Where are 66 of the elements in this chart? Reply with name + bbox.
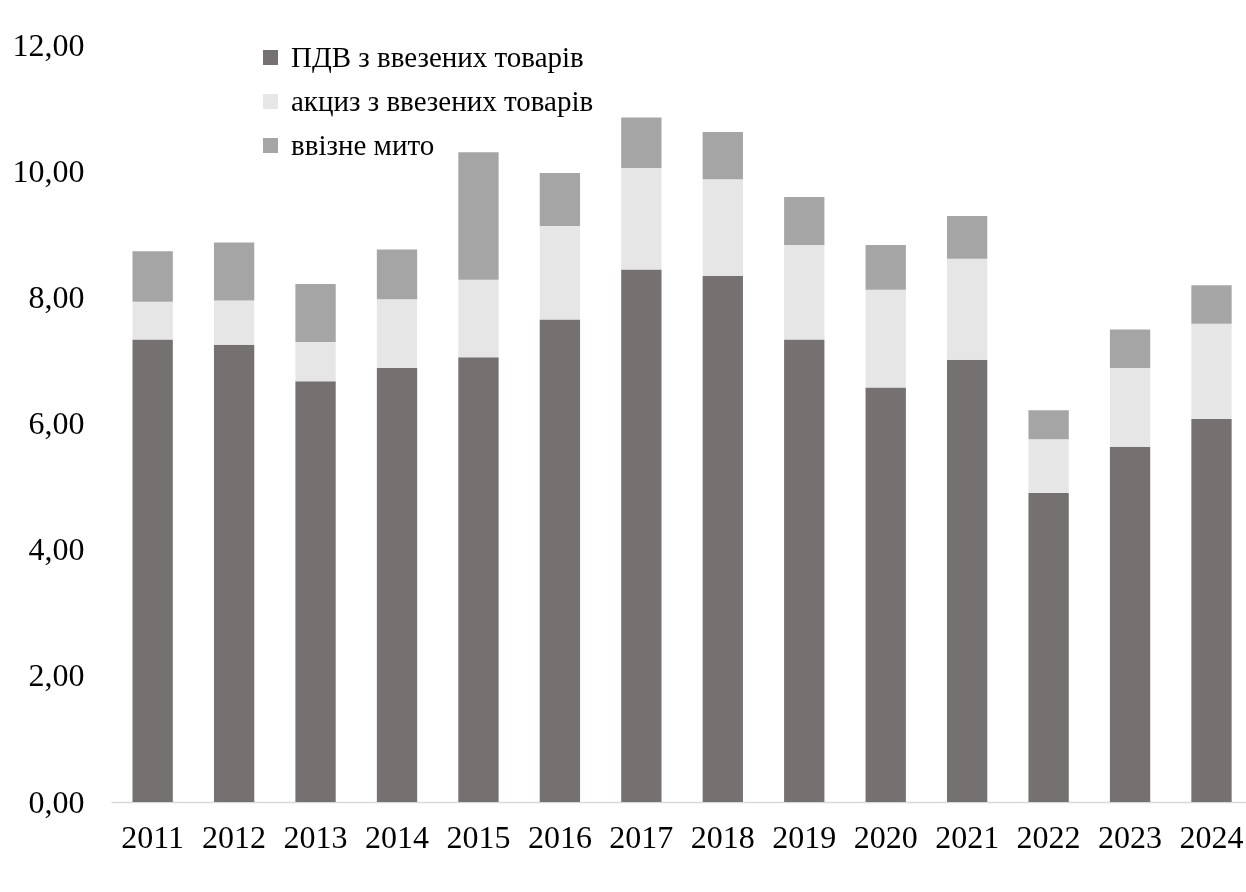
bar — [784, 339, 825, 802]
x-tick-label: 2020 — [853, 818, 918, 855]
bar — [1028, 492, 1069, 802]
bar — [213, 242, 255, 301]
bar — [1191, 323, 1232, 420]
legend-label: ввізне мито — [291, 128, 435, 161]
y-tick-label: 0,00 — [28, 783, 85, 820]
bar — [1191, 419, 1232, 802]
legend-label: ПДВ з ввезених товарів — [291, 40, 584, 73]
bar — [376, 299, 418, 368]
x-tick-label: 2011 — [121, 818, 185, 855]
bar — [1028, 439, 1069, 493]
bar — [295, 381, 336, 802]
bar — [702, 132, 743, 180]
x-tick-label: 2023 — [1098, 818, 1163, 855]
legend-label: акциз з ввезених товарів — [291, 84, 594, 117]
bar — [947, 359, 988, 802]
x-tick-label: 2016 — [527, 818, 592, 855]
bar — [702, 275, 743, 802]
bar — [458, 357, 499, 802]
x-tick-label: 2015 — [446, 818, 511, 855]
bar — [295, 284, 336, 343]
bar — [376, 249, 418, 300]
x-tick-label: 2017 — [609, 818, 674, 855]
x-tick-label: 2012 — [202, 818, 267, 855]
bar — [784, 244, 825, 340]
x-tick-label: 2021 — [935, 818, 1000, 855]
bar — [132, 301, 173, 340]
x-tick-label: 2019 — [772, 818, 837, 855]
bar — [213, 300, 255, 345]
bar — [621, 117, 662, 169]
y-tick-label: 2,00 — [28, 657, 85, 694]
bar — [458, 279, 499, 358]
bar — [1028, 410, 1069, 440]
bar — [947, 215, 988, 259]
bar — [376, 367, 418, 802]
bar — [947, 258, 988, 360]
bar — [539, 226, 581, 320]
bar — [865, 244, 906, 290]
bar — [295, 342, 336, 382]
bar — [1109, 367, 1151, 447]
bar — [702, 179, 743, 276]
bar — [784, 197, 825, 245]
x-tick-label: 2022 — [1016, 818, 1081, 855]
bar — [1191, 285, 1232, 324]
bar — [539, 173, 581, 227]
x-tick-label: 2018 — [690, 818, 755, 855]
bar — [1109, 329, 1151, 368]
y-tick-label: 8,00 — [28, 278, 85, 315]
bar — [132, 339, 173, 802]
bar — [539, 319, 581, 802]
bar — [865, 387, 906, 802]
bar — [132, 251, 173, 302]
bar — [621, 269, 662, 802]
x-tick-label: 2013 — [283, 818, 348, 855]
x-tick-label: 2014 — [365, 818, 430, 855]
bar — [865, 289, 906, 388]
y-tick-label: 6,00 — [28, 405, 85, 441]
bar — [621, 168, 662, 270]
bar — [213, 344, 255, 802]
bar — [458, 152, 499, 280]
x-tick-label: 2024 — [1179, 818, 1244, 855]
y-tick-label: 10,00 — [12, 152, 85, 189]
y-tick-label: 4,00 — [28, 531, 85, 568]
y-tick-label: 12,00 — [12, 26, 85, 63]
bar — [1109, 446, 1151, 802]
